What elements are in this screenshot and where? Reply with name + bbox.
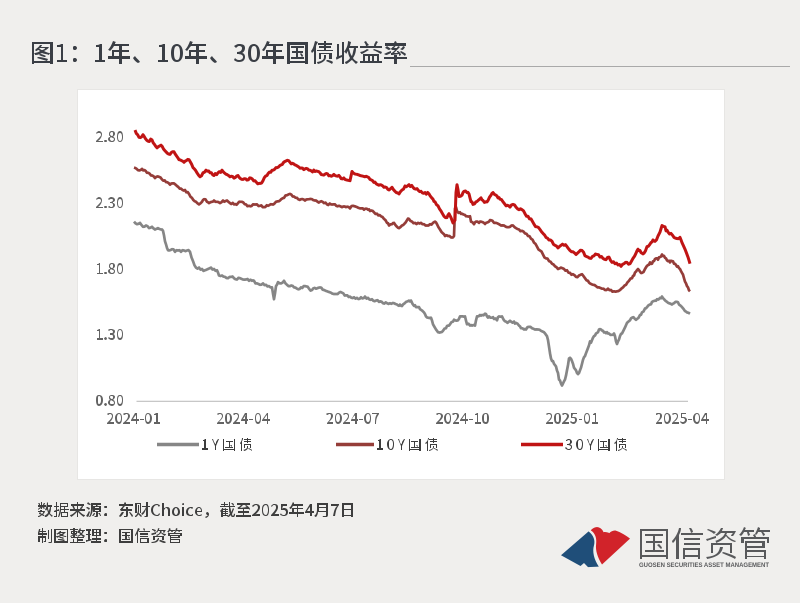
svg-text:GUOSEN SECURITIES ASSET MANAGE: GUOSEN SECURITIES ASSET MANAGEMENT xyxy=(639,562,769,569)
